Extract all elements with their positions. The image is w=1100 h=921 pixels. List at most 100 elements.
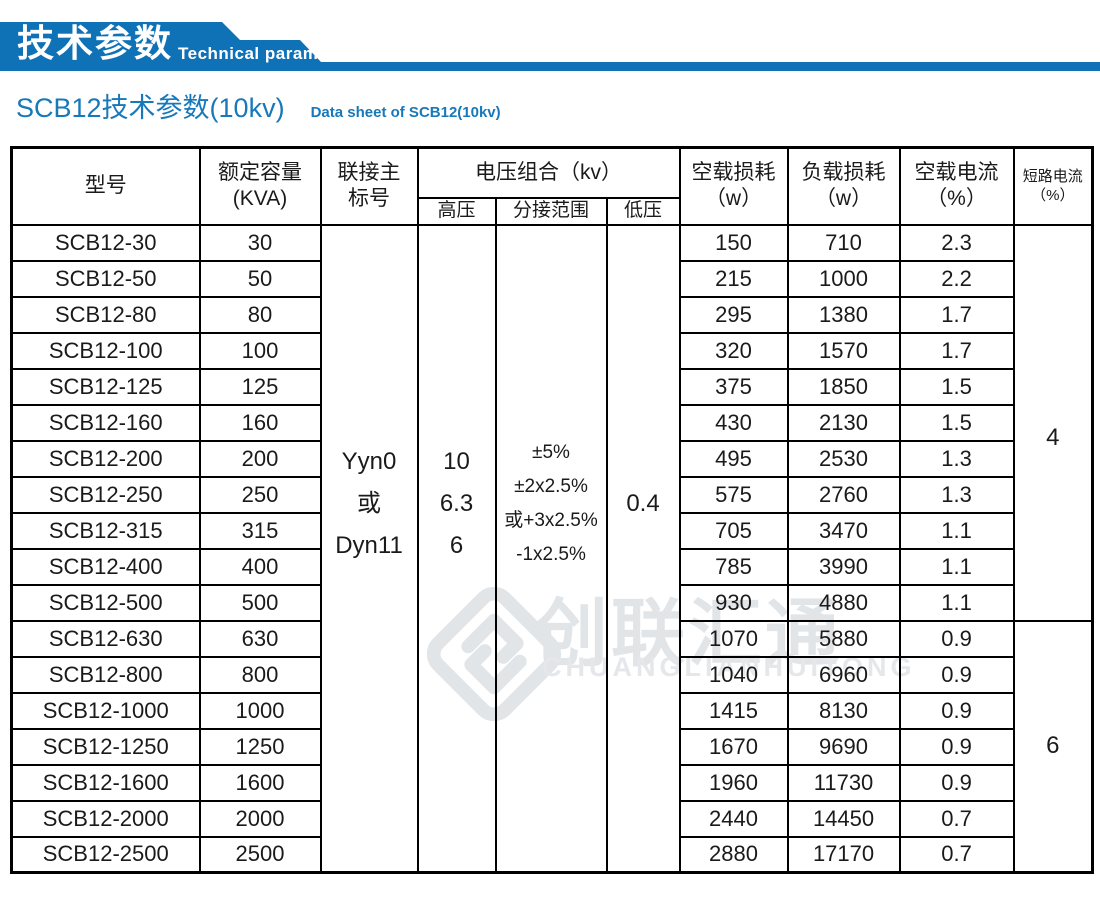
load-loss-cell: 9690 — [786, 727, 901, 766]
model-cell: SCB12-2500 — [10, 835, 201, 874]
connection-cell-line: 或 — [357, 490, 381, 518]
model-cell: SCB12-160 — [10, 403, 201, 442]
load-loss-cell: 1380 — [786, 295, 901, 334]
capacity-cell: 100 — [198, 331, 322, 370]
capacity-cell: 1250 — [198, 727, 322, 766]
hv-cell-lines: 10 6.3 6 — [420, 441, 494, 567]
table-row: SCB12-2500 2500 2880 17170 0.7 — [10, 835, 1093, 874]
header-model: 型号 — [10, 146, 201, 226]
noload-current-cell: 1.1 — [898, 547, 1015, 586]
load-loss-cell: 3990 — [786, 547, 901, 586]
noload-loss-cell: 1670 — [678, 727, 789, 766]
header-tap-range: 分接范围 — [494, 196, 608, 226]
capacity-cell: 250 — [198, 475, 322, 514]
model-cell: SCB12-250 — [10, 475, 201, 514]
banner-shape — [0, 22, 1100, 71]
noload-current-cell: 0.9 — [898, 691, 1015, 730]
capacity-cell: 50 — [198, 259, 322, 298]
model-cell: SCB12-200 — [10, 439, 201, 478]
short-circuit-cell: 4 — [1012, 223, 1094, 622]
noload-current-cell: 0.9 — [898, 727, 1015, 766]
table-body: SCB12-30 30 Yyn0 或 Dyn11 10 6.3 6 ±5% ±2x2.5% 或+3x… — [10, 223, 1094, 874]
noload-loss-cell: 2440 — [678, 799, 789, 838]
short-circuit-value: 4 — [1046, 423, 1060, 451]
table-row: SCB12-250 250 575 2760 1.3 — [10, 475, 1093, 514]
load-loss-cell: 17170 — [786, 835, 901, 874]
load-loss-cell: 6960 — [786, 655, 901, 694]
model-cell: SCB12-1000 — [10, 691, 201, 730]
table-row: SCB12-1000 1000 1415 8130 0.9 — [10, 691, 1093, 730]
capacity-cell: 800 — [198, 655, 322, 694]
capacity-cell: 400 — [198, 547, 322, 586]
model-cell: SCB12-1600 — [10, 763, 201, 802]
noload-current-cell: 0.9 — [898, 619, 1015, 658]
header-short-circuit-current: 短路电流 （%） — [1012, 146, 1094, 226]
table-header: 型号 额定容量 (KVA) 联接主 标号 电压组合（kv） 空载损耗 （w） — [10, 146, 1094, 226]
noload-current-cell: 0.9 — [898, 655, 1015, 694]
model-cell: SCB12-2000 — [10, 799, 201, 838]
load-loss-cell: 5880 — [786, 619, 901, 658]
capacity-cell: 1000 — [198, 691, 322, 730]
noload-loss-cell: 1070 — [678, 619, 789, 658]
tap-range-cell-line: -1x2.5% — [516, 544, 586, 566]
load-loss-cell: 3470 — [786, 511, 901, 550]
noload-loss-cell: 1960 — [678, 763, 789, 802]
noload-loss-cell: 150 — [678, 223, 789, 262]
noload-loss-cell: 785 — [678, 547, 789, 586]
model-cell: SCB12-315 — [10, 511, 201, 550]
table-row: SCB12-160 160 430 2130 1.5 — [10, 403, 1093, 442]
load-loss-cell: 2130 — [786, 403, 901, 442]
capacity-cell: 2500 — [198, 835, 322, 874]
model-cell: SCB12-50 — [10, 259, 201, 298]
connection-cell-lines: Yyn0 或 Dyn11 — [323, 441, 416, 567]
model-cell: SCB12-100 — [10, 331, 201, 370]
table-row: SCB12-80 80 295 1380 1.7 — [10, 295, 1093, 334]
hv-cell: 10 6.3 6 — [416, 223, 497, 874]
tap-range-cell: ±5% ±2x2.5% 或+3x2.5% -1x2.5% — [494, 223, 608, 874]
noload-loss-cell: 1040 — [678, 655, 789, 694]
model-cell: SCB12-80 — [10, 295, 201, 334]
noload-loss-cell: 1415 — [678, 691, 789, 730]
table-row: SCB12-800 800 1040 6960 0.9 — [10, 655, 1093, 694]
model-cell: SCB12-630 — [10, 619, 201, 658]
noload-loss-cell: 705 — [678, 511, 789, 550]
capacity-cell: 1600 — [198, 763, 322, 802]
noload-loss-cell: 2880 — [678, 835, 789, 874]
capacity-cell: 125 — [198, 367, 322, 406]
tap-range-cell-line: ±2x2.5% — [514, 476, 588, 498]
header-load-loss: 负载损耗 （w） — [786, 146, 901, 226]
model-cell: SCB12-1250 — [10, 727, 201, 766]
model-cell: SCB12-500 — [10, 583, 201, 622]
model-cell: SCB12-800 — [10, 655, 201, 694]
header-hv: 高压 — [416, 196, 497, 226]
model-cell: SCB12-125 — [10, 367, 201, 406]
lv-cell: 0.4 — [605, 223, 681, 874]
load-loss-cell: 710 — [786, 223, 901, 262]
noload-loss-cell: 495 — [678, 439, 789, 478]
table-row: SCB12-1250 1250 1670 9690 0.9 — [10, 727, 1093, 766]
model-cell: SCB12-400 — [10, 547, 201, 586]
datasheet-table-wrap: 型号 额定容量 (KVA) 联接主 标号 电压组合（kv） 空载损耗 （w） — [10, 146, 1095, 874]
connection-cell: Yyn0 或 Dyn11 — [319, 223, 419, 874]
noload-current-cell: 1.7 — [898, 331, 1015, 370]
noload-loss-cell: 930 — [678, 583, 789, 622]
datasheet-table: 型号 额定容量 (KVA) 联接主 标号 电压组合（kv） 空载损耗 （w） — [10, 146, 1095, 874]
noload-loss-cell: 295 — [678, 295, 789, 334]
table-row: SCB12-630 630 1070 5880 0.9 6 — [10, 619, 1094, 874]
banner-title-zh: 技术参数 — [17, 23, 173, 64]
load-loss-cell: 8130 — [786, 691, 901, 730]
load-loss-cell: 1850 — [786, 367, 901, 406]
noload-current-cell: 2.2 — [898, 259, 1015, 298]
table-row: SCB12-100 100 320 1570 1.7 — [10, 331, 1093, 370]
short-circuit-value: 6 — [1046, 732, 1060, 760]
table-row: SCB12-30 30 Yyn0 或 Dyn11 10 6.3 6 ±5% ±2x2.5% 或+3x… — [10, 223, 1094, 874]
capacity-cell: 200 — [198, 439, 322, 478]
table-row: SCB12-400 400 785 3990 1.1 — [10, 547, 1093, 586]
noload-current-cell: 1.1 — [898, 511, 1015, 550]
load-loss-cell: 2760 — [786, 475, 901, 514]
model-cell: SCB12-30 — [10, 223, 201, 262]
noload-current-cell: 0.7 — [898, 799, 1015, 838]
connection-cell-line: Yyn0 — [341, 448, 397, 476]
load-loss-cell: 1000 — [786, 259, 901, 298]
